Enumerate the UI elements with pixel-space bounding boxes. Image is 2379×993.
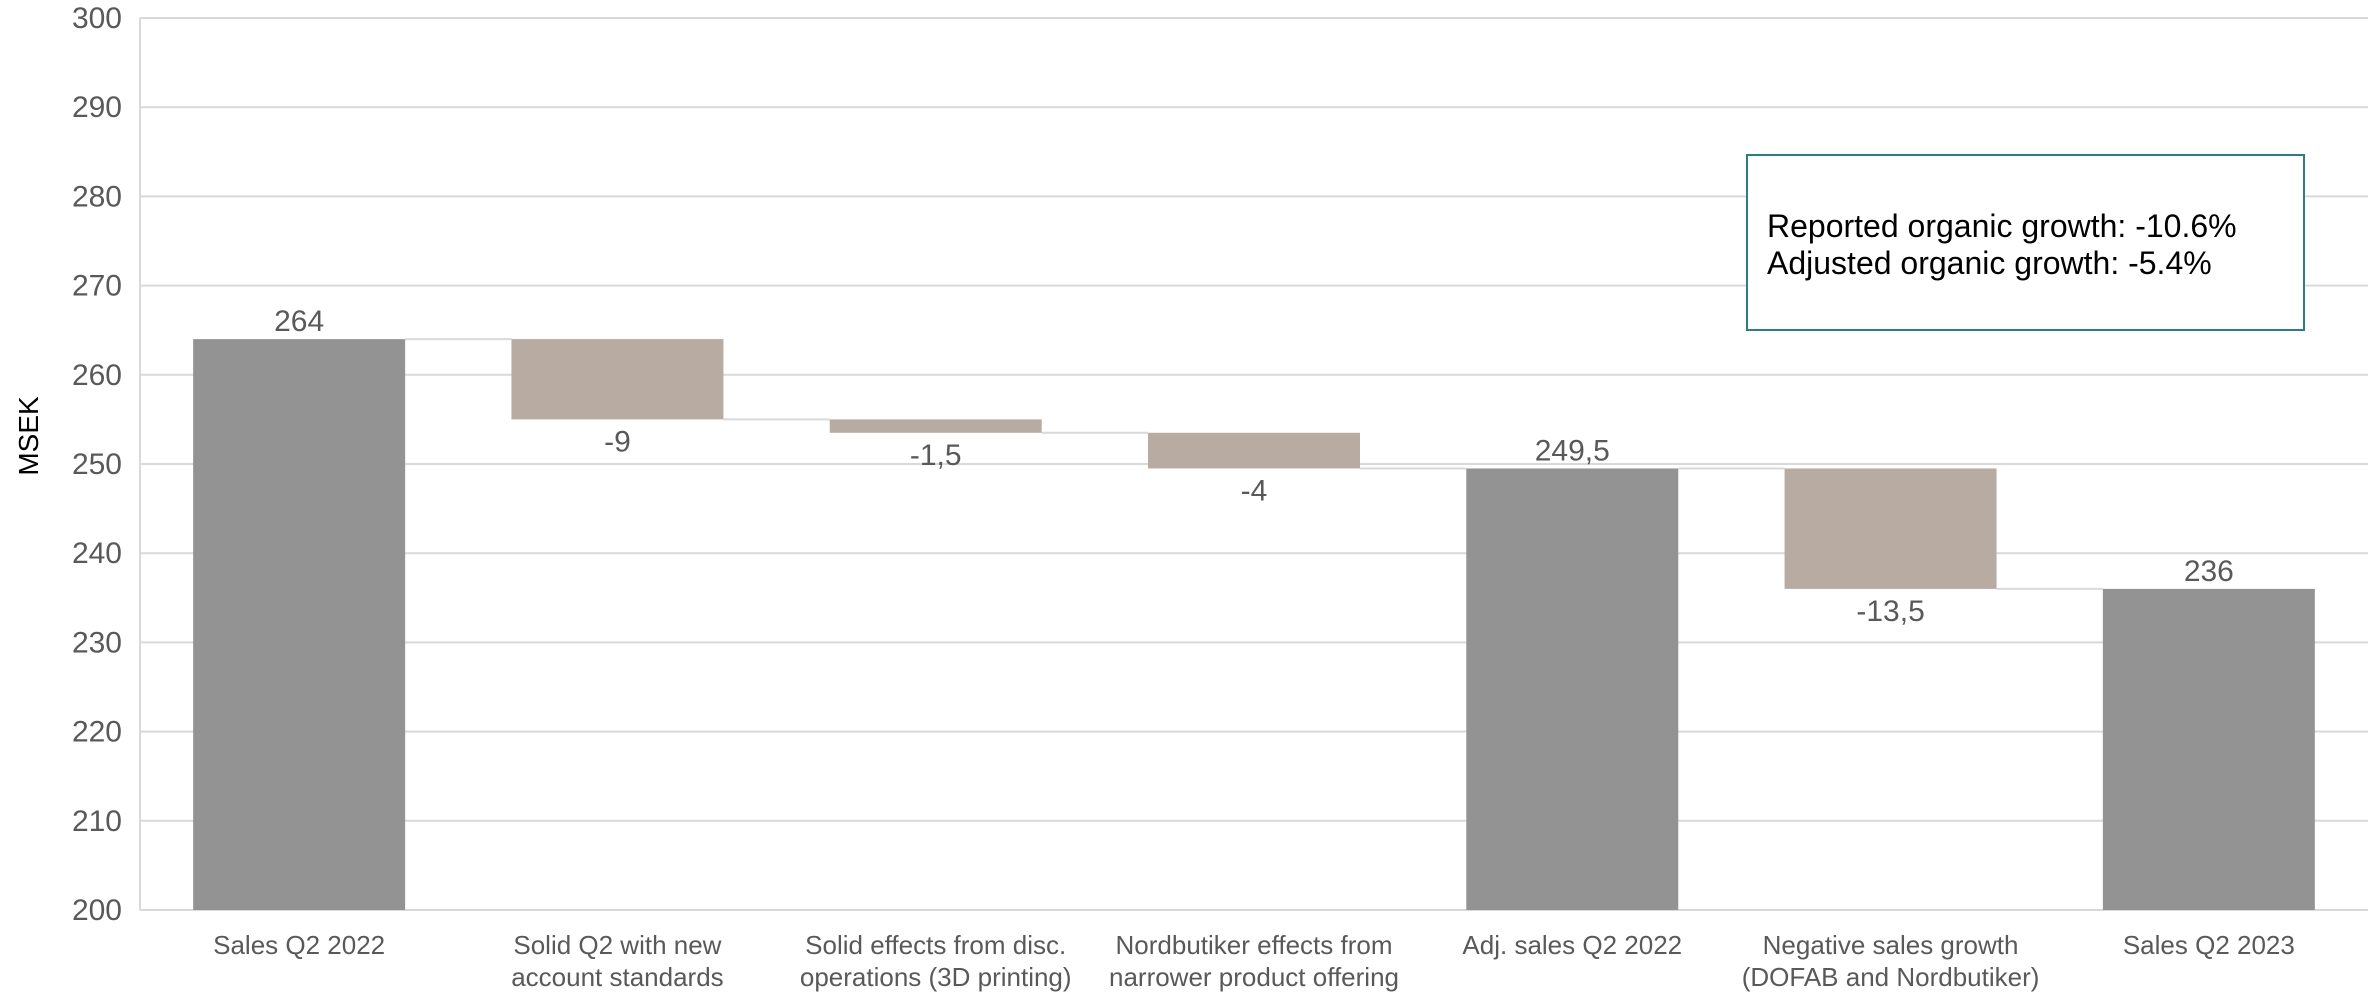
category-label-3: Solid effects from disc. operations (3D p…	[800, 930, 1072, 992]
bar-1	[193, 339, 406, 910]
category-labels: Sales Q2 2022 Solid Q2 with new account st…	[213, 930, 2295, 992]
y-tick-label: 280	[72, 180, 122, 213]
y-tick-label: 240	[72, 537, 122, 570]
category-label-5: Adj. sales Q2 2022	[1462, 930, 1682, 960]
annotation-line-2: Adjusted organic growth: -5.4%	[1767, 245, 2212, 281]
data-label-1: 264	[274, 305, 324, 338]
annotation-line-1: Reported organic growth: -10.6%	[1767, 208, 2237, 244]
y-tick-label: 260	[72, 359, 122, 392]
annotation-border	[1746, 154, 2305, 331]
y-axis-ticks: 200 210 220 230 240 250 260 270 280 290 300	[72, 2, 122, 927]
category-label-2: Solid Q2 with new account standards	[511, 930, 723, 992]
y-tick-label: 220	[72, 716, 122, 749]
category-label-1: Sales Q2 2022	[213, 930, 385, 960]
bar-6	[1784, 468, 1997, 589]
category-label-4: Nordbutiker effects from narrower product…	[1109, 930, 1399, 992]
y-tick-label: 290	[72, 91, 122, 124]
y-tick-label: 200	[72, 894, 122, 927]
y-tick-label: 300	[72, 2, 122, 35]
data-label-3: -1,5	[910, 439, 962, 472]
growth-annotation-box: Reported organic growth: -10.6%Adjusted …	[1746, 154, 2305, 331]
data-labels: 264 -9 -1,5 -4 249,5 -13,5 236	[274, 305, 2234, 628]
data-label-7: 236	[2184, 555, 2234, 588]
y-tick-label: 210	[72, 805, 122, 838]
y-tick-label: 250	[72, 448, 122, 481]
bars	[193, 339, 2315, 910]
bar-3	[829, 419, 1042, 433]
data-label-2: -9	[604, 425, 631, 458]
bar-2	[511, 339, 724, 420]
data-label-4: -4	[1241, 474, 1268, 507]
y-tick-label: 270	[72, 270, 122, 303]
bar-7	[2102, 588, 2315, 910]
category-label-7: Sales Q2 2023	[2123, 930, 2295, 960]
y-tick-label: 230	[72, 626, 122, 659]
data-label-5: 249,5	[1535, 434, 1610, 467]
category-label-6: Negative sales growth (DOFAB and Nordbuti…	[1742, 930, 2040, 992]
bar-4	[1148, 432, 1360, 469]
y-axis-label: MSEK	[13, 396, 44, 476]
connector-lines	[405, 338, 2103, 590]
data-label-6: -13,5	[1856, 595, 1924, 628]
bar-5	[1466, 468, 1679, 910]
